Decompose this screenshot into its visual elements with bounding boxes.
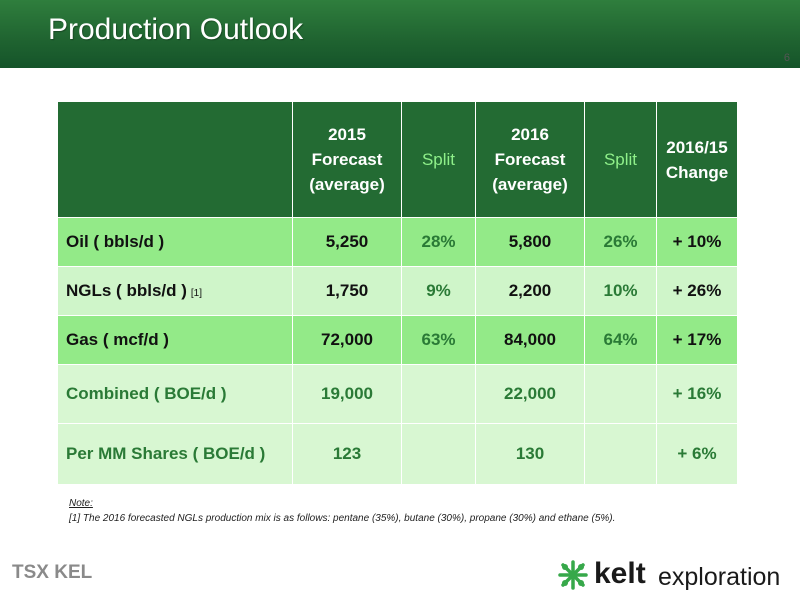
row-label-text: Per MM Shares ( BOE/d ) (66, 444, 266, 463)
header-2016-line3: (average) (492, 175, 568, 194)
cell-2015-forecast: 5,250 (292, 217, 402, 267)
cell-2016-forecast: 130 (475, 423, 585, 485)
cell-change: + 16% (656, 364, 738, 424)
table-row-oil: Oil ( bbls/d ) 5,250 28% 5,800 26% + 10% (57, 217, 738, 267)
page-number: 6 (783, 52, 790, 64)
row-label: Combined ( BOE/d ) (57, 364, 293, 424)
row-label-text: NGLs ( bbls/d ) (66, 281, 187, 300)
cell-2016-forecast: 22,000 (475, 364, 585, 424)
cell-2015-split (401, 364, 476, 424)
row-label-text: Gas ( mcf/d ) (66, 330, 169, 349)
cell-2015-forecast: 72,000 (292, 315, 402, 365)
cell-2016-forecast: 84,000 (475, 315, 585, 365)
tsx-logo-text: TSX KEL (12, 562, 93, 583)
row-label-text: Oil ( bbls/d ) (66, 232, 165, 251)
cell-2016-split: 26% (584, 217, 657, 267)
footnotes: Note: [1] The 2016 forecasted NGLs produ… (69, 496, 615, 526)
header-change: 2016/15 Change (656, 101, 738, 218)
row-label-text: Combined ( BOE/d ) (66, 384, 227, 403)
cell-change: + 17% (656, 315, 738, 365)
header-split-2016-label: Split (603, 150, 638, 169)
kelt-exploration-logo: kelt exploration (557, 555, 797, 595)
header-2016-line2: Forecast (494, 150, 566, 169)
cell-2016-split: 10% (584, 266, 657, 316)
table-row-per-share: Per MM Shares ( BOE/d ) 123 130 + 6% (57, 423, 738, 485)
header-split-2015: Split (401, 101, 476, 218)
cell-2015-forecast: 1,750 (292, 266, 402, 316)
row-label: Per MM Shares ( BOE/d ) (57, 423, 293, 485)
cell-2015-forecast: 19,000 (292, 364, 402, 424)
kelt-logo-word: kelt (594, 557, 646, 590)
cell-2016-split: 64% (584, 315, 657, 365)
header-2016-line1: 2016 (511, 125, 549, 144)
cell-2015-split (401, 423, 476, 485)
header-2016-forecast: 2016 Forecast (average) (475, 101, 585, 218)
header-2015-line1: 2015 (328, 125, 366, 144)
header-empty (57, 101, 293, 218)
table-header-row: 2015 Forecast (average) Split 2016 Forec… (57, 101, 738, 218)
cell-change: + 10% (656, 217, 738, 267)
page-title: Production Outlook (48, 13, 304, 46)
cell-2015-split: 9% (401, 266, 476, 316)
table-row-combined: Combined ( BOE/d ) 19,000 22,000 + 16% (57, 364, 738, 424)
header-split-2016: Split (584, 101, 657, 218)
cell-2016-split (584, 364, 657, 424)
cell-2015-forecast: 123 (292, 423, 402, 485)
production-outlook-table: 2015 Forecast (average) Split 2016 Forec… (57, 101, 738, 485)
cell-2015-split: 63% (401, 315, 476, 365)
table-row-ngls: NGLs ( bbls/d ) [1] 1,750 9% 2,200 10% + … (57, 266, 738, 316)
tsx-kel-logo: TSX KEL (12, 562, 92, 584)
header-change-line2: Change (665, 162, 729, 182)
cell-2016-split (584, 423, 657, 485)
row-label: Oil ( bbls/d ) (57, 217, 293, 267)
note-item: [1] The 2016 forecasted NGLs production … (69, 513, 616, 524)
row-label: Gas ( mcf/d ) (57, 315, 293, 365)
production-table-wrapper: 2015 Forecast (average) Split 2016 Forec… (57, 101, 738, 485)
cell-2016-forecast: 2,200 (475, 266, 585, 316)
cell-2016-forecast: 5,800 (475, 217, 585, 267)
kelt-knot-icon (558, 560, 588, 590)
table-row-gas: Gas ( mcf/d ) 72,000 63% 84,000 64% + 17… (57, 315, 738, 365)
header-change-line1: 2016/15 (666, 137, 728, 157)
header-2015-line2: Forecast (311, 150, 383, 169)
cell-2015-split: 28% (401, 217, 476, 267)
header-split-2015-label: Split (421, 150, 456, 169)
title-bar: Production Outlook (0, 0, 800, 68)
header-2015-forecast: 2015 Forecast (average) (292, 101, 402, 218)
row-label: NGLs ( bbls/d ) [1] (57, 266, 293, 316)
cell-change: + 6% (656, 423, 738, 485)
header-2015-line3: (average) (309, 175, 385, 194)
kelt-logo-subtitle: exploration (658, 563, 781, 591)
note-title: Note: (69, 498, 93, 509)
cell-change: + 26% (656, 266, 738, 316)
footnote-reference: [1] (190, 288, 203, 299)
